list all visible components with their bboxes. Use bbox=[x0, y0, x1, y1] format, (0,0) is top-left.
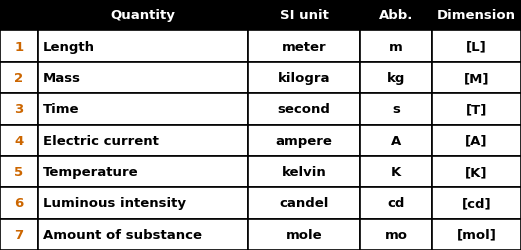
Bar bbox=[38, 156, 248, 188]
Text: 3: 3 bbox=[15, 103, 23, 116]
Bar bbox=[38, 31, 248, 62]
Text: [L]: [L] bbox=[466, 40, 487, 53]
Bar bbox=[360, 156, 432, 188]
Text: 4: 4 bbox=[15, 134, 23, 147]
Text: m: m bbox=[389, 40, 403, 53]
Text: 6: 6 bbox=[15, 197, 23, 209]
Text: 1: 1 bbox=[15, 40, 23, 53]
Text: 5: 5 bbox=[15, 166, 23, 178]
Bar bbox=[432, 62, 521, 94]
Bar bbox=[360, 125, 432, 156]
Text: kg: kg bbox=[387, 72, 405, 85]
Text: Amount of substance: Amount of substance bbox=[43, 228, 202, 241]
Bar bbox=[360, 62, 432, 94]
Bar bbox=[432, 219, 521, 250]
Bar bbox=[0, 125, 38, 156]
Bar bbox=[432, 0, 521, 31]
Bar bbox=[248, 156, 360, 188]
Text: Length: Length bbox=[43, 40, 95, 53]
Text: Abb.: Abb. bbox=[379, 9, 413, 22]
Bar bbox=[248, 62, 360, 94]
Text: Quantity: Quantity bbox=[110, 9, 176, 22]
Text: A: A bbox=[391, 134, 401, 147]
Text: meter: meter bbox=[282, 40, 326, 53]
Bar bbox=[360, 188, 432, 219]
Text: [A]: [A] bbox=[465, 134, 488, 147]
Bar bbox=[38, 0, 248, 31]
Text: Mass: Mass bbox=[43, 72, 81, 85]
Bar bbox=[248, 94, 360, 125]
Bar bbox=[38, 62, 248, 94]
Bar bbox=[432, 188, 521, 219]
Bar bbox=[248, 125, 360, 156]
Bar bbox=[38, 125, 248, 156]
Bar bbox=[0, 94, 38, 125]
Text: Dimension: Dimension bbox=[437, 9, 516, 22]
Bar bbox=[0, 188, 38, 219]
Bar bbox=[432, 125, 521, 156]
Bar bbox=[360, 94, 432, 125]
Bar bbox=[0, 219, 38, 250]
Text: ampere: ampere bbox=[276, 134, 332, 147]
Text: candel: candel bbox=[279, 197, 329, 209]
Text: [mol]: [mol] bbox=[456, 228, 497, 241]
Bar bbox=[360, 0, 432, 31]
Text: s: s bbox=[392, 103, 400, 116]
Bar bbox=[0, 31, 38, 62]
Text: Temperature: Temperature bbox=[43, 166, 139, 178]
Text: mole: mole bbox=[286, 228, 322, 241]
Bar bbox=[432, 156, 521, 188]
Text: 7: 7 bbox=[15, 228, 23, 241]
Text: [cd]: [cd] bbox=[462, 197, 491, 209]
Text: Time: Time bbox=[43, 103, 80, 116]
Bar bbox=[432, 31, 521, 62]
Bar bbox=[248, 31, 360, 62]
Text: SI unit: SI unit bbox=[280, 9, 328, 22]
Text: 2: 2 bbox=[15, 72, 23, 85]
Text: cd: cd bbox=[387, 197, 405, 209]
Bar bbox=[0, 62, 38, 94]
Text: Electric current: Electric current bbox=[43, 134, 159, 147]
Bar bbox=[248, 219, 360, 250]
Bar bbox=[248, 188, 360, 219]
Text: [K]: [K] bbox=[465, 166, 488, 178]
Text: [T]: [T] bbox=[466, 103, 487, 116]
Text: Luminous intensity: Luminous intensity bbox=[43, 197, 186, 209]
Text: [M]: [M] bbox=[464, 72, 489, 85]
Bar bbox=[360, 31, 432, 62]
Bar bbox=[0, 0, 38, 31]
Bar bbox=[38, 94, 248, 125]
Bar bbox=[38, 219, 248, 250]
Bar bbox=[248, 0, 360, 31]
Bar bbox=[0, 156, 38, 188]
Text: K: K bbox=[391, 166, 401, 178]
Text: second: second bbox=[278, 103, 330, 116]
Bar bbox=[360, 219, 432, 250]
Text: mo: mo bbox=[384, 228, 407, 241]
Text: kilogra: kilogra bbox=[278, 72, 330, 85]
Bar bbox=[432, 94, 521, 125]
Text: kelvin: kelvin bbox=[282, 166, 326, 178]
Bar bbox=[38, 188, 248, 219]
